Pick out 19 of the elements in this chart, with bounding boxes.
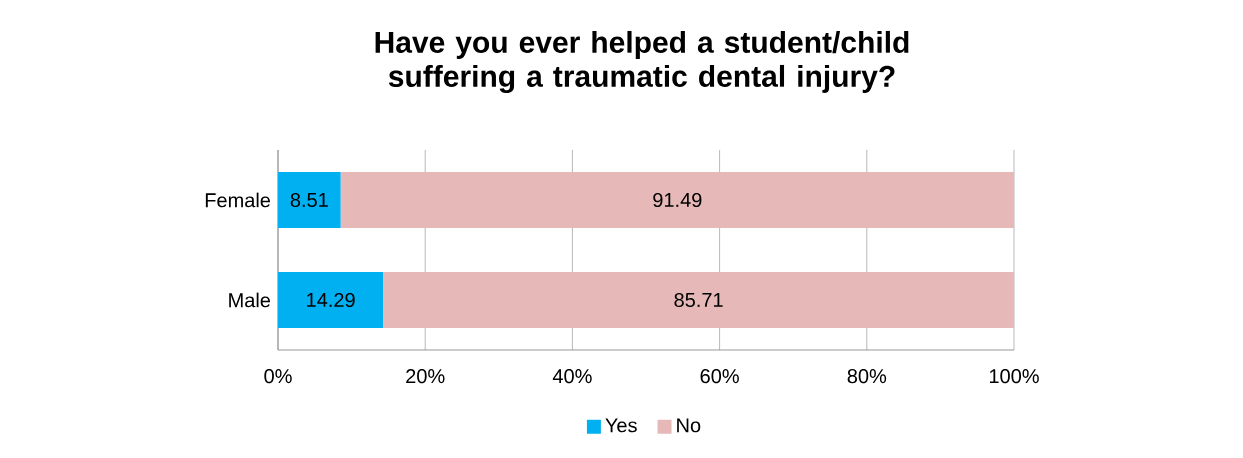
- y-tick-label: Male: [229, 292, 271, 308]
- x-tick-label: 60%: [700, 369, 739, 384]
- x-tick-label: 20%: [406, 369, 445, 384]
- x-tick-label: 40%: [552, 369, 592, 384]
- data-label: 85.71: [674, 292, 723, 308]
- data-label: 14.29: [307, 292, 355, 308]
- x-tick-label: 0%: [264, 369, 292, 384]
- data-label: 91.49: [653, 192, 702, 208]
- x-tick-label: 80%: [847, 369, 887, 384]
- bar: [383, 271, 1014, 328]
- y-tick-label: Female: [205, 192, 271, 208]
- bar: [278, 171, 341, 228]
- x-tick-label: 100%: [989, 369, 1039, 384]
- bar: [340, 171, 1014, 228]
- legend-label: No: [677, 418, 701, 433]
- legend-label: Yes: [605, 418, 637, 433]
- bar: [278, 271, 384, 328]
- data-label: 8.51: [290, 192, 328, 208]
- chart-title: Have you ever helped a student/child suffering a traumatic dental injury?: [375, 30, 909, 94]
